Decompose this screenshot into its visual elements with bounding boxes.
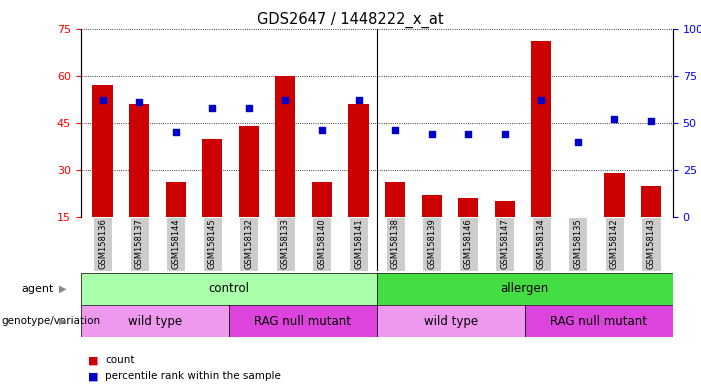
Text: genotype/variation: genotype/variation	[1, 316, 100, 326]
Bar	[605, 217, 624, 271]
Point	[170, 129, 182, 136]
Text: GSM158146: GSM158146	[463, 218, 472, 269]
Text: GSM158142: GSM158142	[610, 218, 619, 269]
Text: GSM158136: GSM158136	[98, 218, 107, 269]
Text: GSM158138: GSM158138	[390, 218, 400, 269]
Bar	[312, 182, 332, 217]
Text: GSM158141: GSM158141	[354, 218, 363, 269]
Point	[280, 97, 291, 103]
Point	[499, 131, 510, 137]
Point	[646, 118, 657, 124]
Text: GDS2647 / 1448222_x_at: GDS2647 / 1448222_x_at	[257, 12, 444, 28]
Text: GSM158144: GSM158144	[171, 218, 180, 269]
Text: allergen: allergen	[501, 282, 549, 295]
Bar	[569, 217, 587, 271]
Text: control: control	[208, 282, 249, 295]
Point	[609, 116, 620, 122]
Bar	[165, 182, 186, 217]
Bar	[239, 217, 259, 271]
Text: GSM158139: GSM158139	[427, 218, 436, 269]
Point	[463, 131, 474, 137]
Text: agent: agent	[21, 283, 53, 294]
Bar	[275, 217, 295, 271]
Text: ■: ■	[88, 355, 98, 365]
Text: GSM158134: GSM158134	[537, 218, 546, 269]
Bar	[202, 139, 222, 217]
Bar	[458, 217, 478, 271]
Text: count: count	[105, 355, 135, 365]
Bar	[81, 305, 229, 337]
Text: wild type: wild type	[424, 315, 478, 328]
Bar	[604, 173, 625, 217]
Bar	[377, 305, 525, 337]
Bar	[568, 217, 588, 255]
Bar	[421, 195, 442, 217]
Text: percentile rank within the sample: percentile rank within the sample	[105, 371, 281, 381]
Text: ▶: ▶	[60, 316, 67, 326]
Bar	[275, 76, 295, 217]
Bar	[458, 198, 478, 217]
Text: ■: ■	[88, 371, 98, 381]
Bar	[377, 273, 673, 305]
Bar	[93, 85, 113, 217]
Text: ▶: ▶	[60, 283, 67, 294]
Bar	[349, 217, 368, 271]
Bar	[495, 217, 515, 271]
Bar	[525, 305, 673, 337]
Bar	[532, 217, 551, 271]
Point	[536, 97, 547, 103]
Point	[353, 97, 364, 103]
Text: GSM158137: GSM158137	[135, 218, 144, 269]
Bar	[422, 217, 441, 271]
Bar	[495, 201, 515, 217]
Point	[390, 127, 401, 134]
Bar	[386, 217, 404, 271]
Text: GSM158145: GSM158145	[207, 218, 217, 269]
Point	[316, 127, 327, 134]
Bar	[385, 182, 405, 217]
Point	[426, 131, 437, 137]
Text: GSM158133: GSM158133	[281, 218, 290, 269]
Point	[243, 105, 254, 111]
Point	[572, 139, 583, 145]
Bar	[129, 104, 149, 217]
Bar	[348, 104, 369, 217]
Text: RAG null mutant: RAG null mutant	[550, 315, 648, 328]
Point	[207, 105, 218, 111]
Text: GSM158140: GSM158140	[318, 218, 327, 269]
Text: GSM158143: GSM158143	[646, 218, 655, 269]
Bar	[81, 273, 377, 305]
Bar	[641, 185, 661, 217]
Text: wild type: wild type	[128, 315, 182, 328]
Bar	[93, 217, 112, 271]
Text: GSM158147: GSM158147	[501, 218, 509, 269]
Bar	[203, 217, 222, 271]
Text: GSM158132: GSM158132	[245, 218, 253, 269]
Bar	[313, 217, 332, 271]
Bar	[130, 217, 149, 271]
Bar	[641, 217, 660, 271]
Point	[133, 99, 144, 105]
Bar	[239, 126, 259, 217]
Text: RAG null mutant: RAG null mutant	[254, 315, 351, 328]
Point	[97, 97, 108, 103]
Text: GSM158135: GSM158135	[573, 218, 583, 269]
Bar	[229, 305, 377, 337]
Bar	[166, 217, 185, 271]
Bar	[531, 41, 552, 217]
